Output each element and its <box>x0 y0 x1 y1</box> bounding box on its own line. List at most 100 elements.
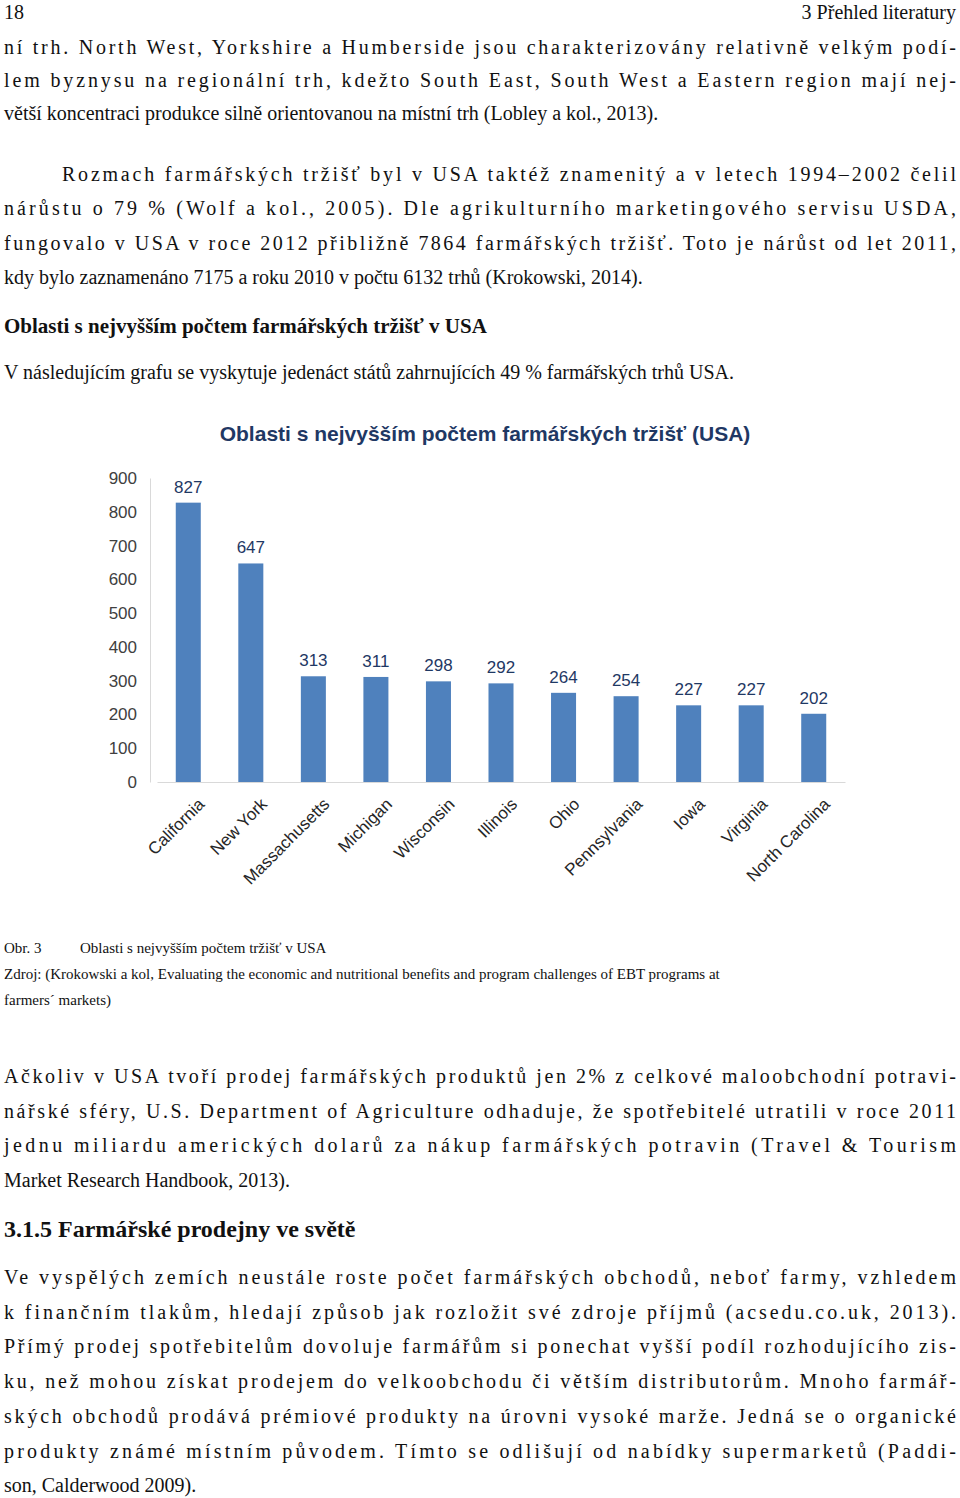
tick: 600 <box>109 570 150 589</box>
page: 18 3 Přehled literatury ní trh. North West… <box>0 0 960 1498</box>
data-label: 254 <box>612 671 640 690</box>
bar <box>426 681 451 782</box>
tick-label: Wisconsin <box>390 795 458 863</box>
paragraph-line: lem byznysu na regionální trh, kdežto So… <box>4 69 956 92</box>
paragraph-line: větší koncentraci produkce silně oriento… <box>4 102 658 125</box>
tick: Ohio <box>545 782 584 833</box>
paragraph-line: Přímý prodej spotřebitelům dovoluje farm… <box>4 1335 956 1358</box>
data-label: 647 <box>237 538 265 557</box>
data-label: 827 <box>174 478 202 497</box>
tick-label: 0 <box>128 773 137 792</box>
tick: Michigan <box>334 782 396 856</box>
tick-label: North Carolina <box>743 794 834 885</box>
tick-label: Massachusetts <box>240 795 334 889</box>
bar <box>739 705 764 782</box>
paragraph-line: Ačkoliv v USA tvoří prodej farmářských p… <box>4 1065 956 1088</box>
caption-source: Zdroj: (Krokowski a kol, Evaluating the … <box>4 966 721 983</box>
tick-label: Michigan <box>334 795 396 857</box>
page-number: 18 <box>4 1 24 23</box>
tick: 700 <box>109 536 150 555</box>
bars <box>176 503 826 782</box>
subheading: Oblasti s nejvyšším počtem farmářských t… <box>4 314 488 338</box>
bar <box>301 676 326 782</box>
tick: 800 <box>109 503 150 522</box>
tick: Virginia <box>718 782 772 848</box>
tick: 900 <box>109 469 150 488</box>
data-label: 227 <box>737 680 765 699</box>
tick-label: Ohio <box>545 795 584 834</box>
axis-line <box>150 479 151 783</box>
tick: New York <box>207 782 272 859</box>
bar <box>801 714 826 782</box>
paragraph-line: produkty známé místním původem. Tímto se… <box>4 1440 956 1463</box>
bar <box>551 693 576 782</box>
bar <box>176 503 201 782</box>
bar <box>488 683 513 782</box>
chart: Oblasti s nejvyšším počtem farmářských t… <box>109 422 846 888</box>
paragraph-line: ku, než mohou získat prodejem do velkoob… <box>4 1370 956 1393</box>
tick-label: New York <box>207 794 272 859</box>
bar <box>676 705 701 782</box>
paragraph-line: Ve vyspělých zemích neustále roste počet… <box>4 1266 956 1289</box>
paragraph-line: ských obchodů prodává prémiové produkty … <box>4 1405 956 1428</box>
tick: Wisconsin <box>390 782 458 863</box>
data-label: 227 <box>674 680 702 699</box>
caption-number: Obr. 3 <box>4 940 42 956</box>
tick: Pennsylvania <box>561 782 646 880</box>
tick-label: California <box>144 794 209 859</box>
paragraph-line: V následujícím grafu se vyskytuje jedená… <box>4 361 734 384</box>
tick-label: 700 <box>109 536 137 555</box>
data-labels: 827 647 313 311 298 292 264 254 227 227 202 <box>174 478 828 708</box>
tick: 400 <box>109 638 150 657</box>
tick: 0 <box>128 773 150 792</box>
tick-label: 200 <box>109 705 137 724</box>
tick-label: Iowa <box>670 794 709 833</box>
tick: North Carolina <box>743 782 834 886</box>
axis-line <box>158 782 846 783</box>
paragraph-line: son, Calderwood 2009). <box>4 1474 196 1497</box>
data-label: 313 <box>299 651 327 670</box>
tick: 300 <box>109 672 150 691</box>
tick-label: 300 <box>109 672 137 691</box>
paragraph-line: jednu miliardu amerických dolarů za náku… <box>3 1134 956 1157</box>
tick-label: 900 <box>109 469 137 488</box>
caption-source: farmers´ markets) <box>4 992 111 1009</box>
bar <box>614 696 639 782</box>
tick: Illinois <box>474 782 521 842</box>
tick-label: Virginia <box>718 794 772 848</box>
tick-label: 500 <box>109 604 137 623</box>
tick: California <box>144 782 209 859</box>
tick: Iowa <box>670 782 709 833</box>
paragraph-line: k finančním tlakům, hledají způsob jak r… <box>4 1301 956 1324</box>
running-header: 3 Přehled literatury <box>802 1 956 24</box>
x-axis: CaliforniaNew YorkMassachusettsMichiganW… <box>144 782 845 888</box>
data-label: 264 <box>549 668 577 687</box>
tick: 100 <box>109 739 150 758</box>
tick: 500 <box>109 604 150 623</box>
data-label: 292 <box>487 658 515 677</box>
data-label: 298 <box>424 656 452 675</box>
tick-label: 800 <box>109 503 137 522</box>
chart-title: Oblasti s nejvyšším počtem farmářských t… <box>220 422 751 445</box>
tick-label: Illinois <box>474 795 521 842</box>
paragraph-line: kdy bylo zaznamenáno 7175 a roku 2010 v … <box>4 266 643 289</box>
paragraph-line: nárůstu o 79 % (Wolf a kol., 2005). Dle … <box>4 197 956 220</box>
data-label: 202 <box>800 689 828 708</box>
bar <box>238 563 263 782</box>
tick: Massachusetts <box>240 782 334 888</box>
tick-label: 100 <box>109 739 137 758</box>
tick-label: Pennsylvania <box>561 794 646 879</box>
tick-label: 400 <box>109 638 137 657</box>
section-heading: 3.1.5 Farmářské prodejny ve světě <box>4 1216 356 1242</box>
paragraph-line: nářské sféry, U.S. Department of Agricul… <box>4 1100 956 1123</box>
paragraph-line: Rozmach farmářských tržišť byl v USA tak… <box>62 163 956 186</box>
paragraph-line: fungovalo v USA v roce 2012 přibližně 78… <box>4 232 956 255</box>
data-label: 311 <box>362 652 389 671</box>
bar <box>363 677 388 782</box>
y-axis: 0 100 200 300 400 500 600 700 800 900 <box>109 469 151 792</box>
tick-label: 600 <box>109 570 137 589</box>
paragraph-line: ní trh. North West, Yorkshire a Humbersi… <box>4 36 956 59</box>
caption-text: Oblasti s nejvyšším počtem tržišť v USA <box>80 940 327 956</box>
tick: 200 <box>109 705 150 724</box>
paragraph-line: Market Research Handbook, 2013). <box>4 1169 290 1192</box>
